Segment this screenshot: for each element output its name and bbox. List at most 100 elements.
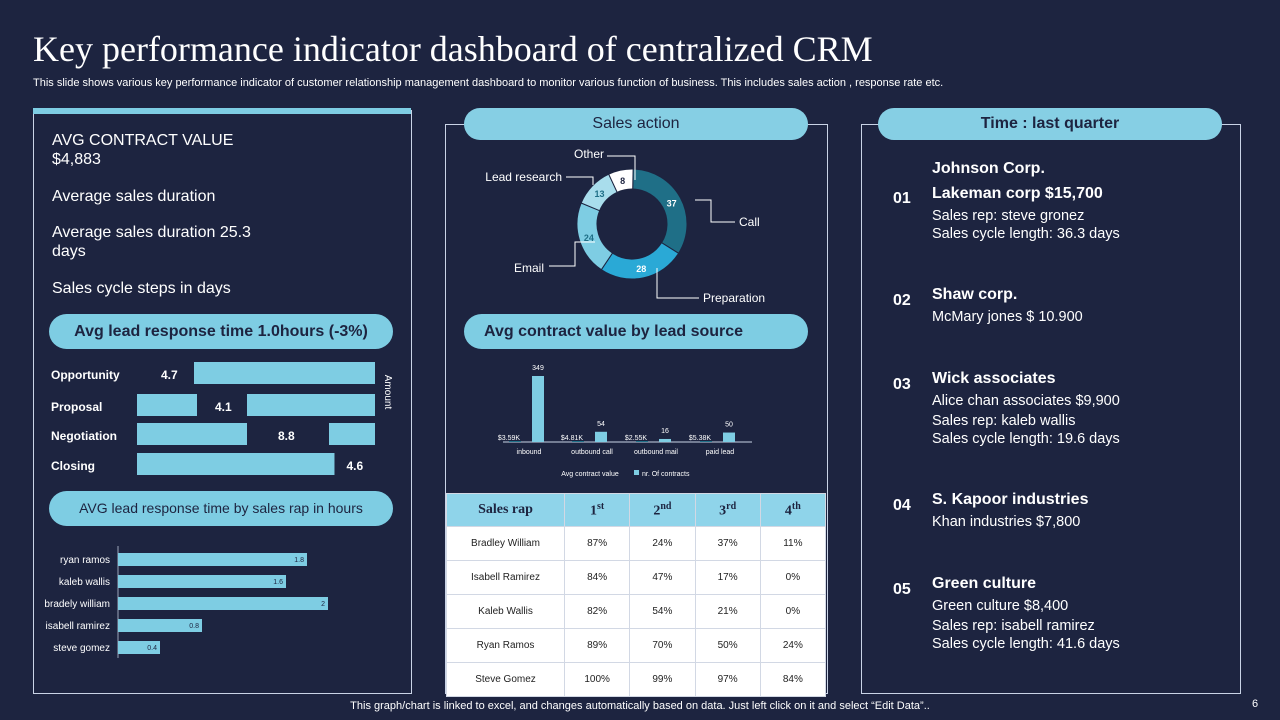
donut-category-label: Email (514, 261, 544, 275)
customer-4-line-1: Khan industries $7,800 (932, 514, 1081, 530)
table-cell-value: 21% (694, 594, 761, 629)
table-cell-value: 50% (694, 628, 761, 663)
x-tick-label: paid lead (706, 449, 735, 456)
table-cell-value: 84% (563, 560, 631, 595)
rep-response-chart: ryan ramos 1.8 kaleb wallis 1.6 bradely will… (44, 546, 328, 658)
donut-category-label: Call (739, 215, 760, 229)
table-cell-rep: Ryan Ramos (446, 628, 565, 663)
bar-value-label: 2 (321, 601, 325, 608)
bar-category-label: Opportunity (51, 368, 120, 382)
bar-segment (329, 423, 375, 445)
x-tick-label: outbound call (571, 449, 613, 456)
donut-value-label: 37 (667, 199, 677, 209)
table-cell-value: 97% (694, 662, 761, 697)
customer-5-line-1: Green culture $8,400 (932, 598, 1069, 614)
bar-contract-value (636, 441, 648, 442)
bar-value-label: 0.8 (189, 623, 199, 630)
table-row: Steve Gomez 100% 99% 97% 84% (446, 662, 827, 697)
table-header-row: Sales rap 1st 2nd 3rd 4th (446, 493, 827, 527)
page-title: Key performance indicator dashboard of c… (33, 29, 873, 69)
callout-line (566, 176, 594, 185)
table-cell-value: 0% (759, 560, 827, 595)
table-cell-value: 82% (563, 594, 631, 629)
table-row: Isabell Ramirez 84% 47% 17% 0% (446, 560, 827, 595)
bar-segment (247, 394, 375, 416)
customer-1-line-2: Sales cycle length: 36.3 days (932, 226, 1120, 242)
bar-value-label: 0.4 (147, 645, 157, 652)
table-cell-rep: Steve Gomez (446, 662, 565, 697)
legend-swatch (634, 470, 639, 475)
customer-2-line-1: McMary jones $ 10.900 (932, 309, 1083, 325)
table-cell-value: 17% (694, 560, 761, 595)
customer-3-line-1: Alice chan associates $9,900 (932, 393, 1120, 409)
customer-3-line-2: Sales rep: kaleb wallis (932, 413, 1076, 429)
bar-segment (137, 423, 247, 445)
donut-value-label: 13 (594, 189, 604, 199)
bar (118, 553, 307, 566)
customer-1-name: Lakeman corp $15,700 (932, 185, 1103, 202)
avg-sales-duration-label: Average sales duration (52, 188, 216, 205)
bar-segment (137, 394, 197, 416)
table-row: Kaleb Wallis 82% 54% 21% 0% (446, 594, 827, 629)
table-row: Ryan Ramos 89% 70% 50% 24% (446, 628, 827, 663)
axis-label: Amount (382, 375, 393, 410)
customer-2-name: Shaw corp. (932, 286, 1018, 303)
x-tick-label: outbound mail (634, 449, 678, 456)
bar-value-label: $3.59K (498, 435, 521, 442)
bar-category-label: Closing (51, 459, 95, 473)
table-cell-rep: Kaleb Wallis (446, 594, 565, 629)
bar-value-label: 4.6 (346, 459, 363, 473)
bar-value-label: 8.8 (278, 429, 295, 443)
table-cell-value: 100% (563, 662, 631, 697)
contract-value-bar-chart: $3.59K 349 inbound $4.81K 54 outbound call $2.… (498, 365, 752, 478)
col-header-1st: 1st (563, 493, 631, 527)
table-cell-rep: Bradley William (446, 526, 565, 561)
bar (118, 575, 286, 588)
bar-segment (194, 362, 375, 384)
donut-category-label: Other (574, 147, 604, 161)
table-cell-value: 54% (629, 594, 696, 629)
customer-1-number: 01 (893, 190, 911, 207)
legend-label: Avg contract value (561, 471, 619, 478)
table-cell-rep: Isabell Ramirez (446, 560, 565, 595)
table-cell-value: 84% (759, 662, 827, 697)
sales-rep-table: Sales rap 1st 2nd 3rd 4th Bradley Willia… (446, 493, 827, 697)
table-cell-value: 70% (629, 628, 696, 663)
bar-value-label: 1.8 (294, 557, 304, 564)
bar-value-label: 349 (532, 365, 544, 372)
customer-3-number: 03 (893, 376, 911, 393)
customer-5-line-2: Sales rep: isabell ramirez (932, 618, 1095, 634)
donut-category-label: Lead research (485, 170, 562, 184)
table-cell-value: 24% (629, 526, 696, 561)
bar-value-label: 4.7 (161, 368, 178, 382)
donut-value-label: 28 (636, 264, 646, 274)
customer-4-number: 04 (893, 497, 911, 514)
lead-response-chart: Opportunity 4.7 Proposal 4.1 Negotiation 8.8 C… (51, 362, 393, 475)
donut-value-label: 8 (620, 176, 625, 186)
bar-value-label: 4.1 (215, 400, 232, 414)
customer-3-line-3: Sales cycle length: 19.6 days (932, 431, 1120, 447)
lead-response-pill: Avg lead response time 1.0hours (-3%) (49, 314, 393, 349)
table-cell-value: 0% (759, 594, 827, 629)
bar-contracts (595, 431, 607, 442)
bar-value-label: 1.6 (273, 579, 283, 586)
customer-4-name: S. Kapoor industries (932, 491, 1089, 508)
contract-value-pill: Avg contract value by lead source (464, 314, 808, 349)
col-header-sales-rap: Sales rap (446, 493, 565, 527)
bar-contracts (659, 438, 671, 442)
bar-category-label: ryan ramos (60, 555, 110, 566)
callout-line (549, 241, 595, 267)
page-number: 6 (1252, 698, 1259, 710)
bar-category-label: steve gomez (53, 643, 110, 654)
bar-category-label: Negotiation (51, 429, 117, 443)
callout-line (695, 199, 735, 223)
callout-line (656, 268, 699, 299)
time-period-pill: Time : last quarter (878, 108, 1222, 140)
avg-contract-value: $4,883 (52, 151, 101, 168)
sales-action-donut-chart: 37 28 24 13 8 Call Preparation Email Lead resear… (485, 147, 765, 305)
table-row: Bradley William 87% 24% 37% 11% (446, 526, 827, 561)
bar-segment (137, 453, 335, 475)
bar-contract-value (572, 441, 584, 442)
bar-contract-value (700, 441, 712, 442)
bar-category-label: bradely william (44, 599, 110, 610)
